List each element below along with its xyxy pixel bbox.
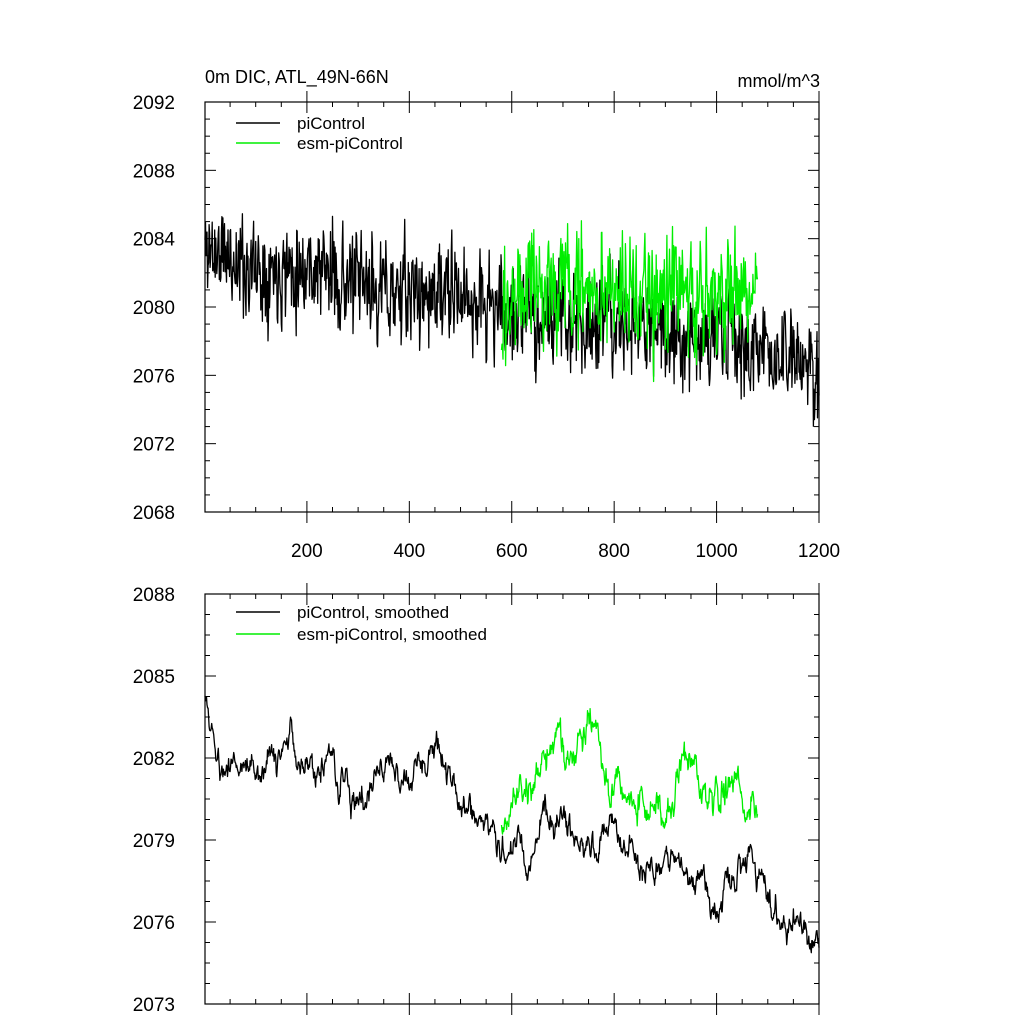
top-chart-units: mmol/m^3	[738, 71, 820, 91]
top-x-tick-label: 800	[598, 541, 630, 562]
top-x-tick-label: 200	[291, 541, 323, 562]
bottom-y-tick-label: 2073	[133, 995, 175, 1016]
top-series-line-esm-picontrol	[500, 220, 759, 383]
top-panel: 0m DIC, ATL_49N-66N mmol/m^3 2068 2072 207…	[133, 67, 840, 562]
top-x-tick-label: 400	[393, 541, 425, 562]
top-legend: piControl esm-piControl	[236, 114, 403, 153]
top-plot-frame	[204, 101, 820, 513]
bottom-y-tick-label: 2085	[133, 667, 175, 688]
bottom-panel: 2073 2076 2079 2082 2085 2088 piControl, smoo…	[133, 583, 820, 1016]
bottom-plot-frame	[204, 593, 820, 1005]
top-y-tick-label: 2072	[133, 435, 175, 456]
top-chart-title: 0m DIC, ATL_49N-66N	[205, 67, 389, 88]
top-plot-lines	[204, 213, 820, 427]
top-y-tick-label: 2092	[133, 93, 175, 114]
bottom-legend-label-picontrol: piControl, smoothed	[297, 603, 449, 622]
bottom-legend: piControl, smoothed esm-piControl, smoot…	[236, 603, 487, 644]
top-y-tick-label: 2084	[133, 230, 176, 251]
bottom-series-line-esm-picontrol	[500, 708, 759, 835]
top-y-tick-label: 2076	[133, 366, 175, 387]
bottom-plot-ticks: 2073 2076 2079 2082 2085 2088	[133, 583, 820, 1016]
top-legend-label-picontrol: piControl	[297, 114, 365, 133]
top-x-tick-label: 1000	[695, 541, 737, 562]
bottom-y-tick-label: 2082	[133, 749, 175, 770]
top-series-line-picontrol	[204, 213, 820, 427]
top-y-tick-label: 2088	[133, 161, 175, 182]
bottom-y-tick-label: 2088	[133, 585, 175, 606]
top-y-tick-label: 2068	[133, 503, 175, 524]
top-y-tick-label: 2080	[133, 298, 175, 319]
bottom-legend-label-esm-picontrol: esm-piControl, smoothed	[297, 625, 487, 644]
bottom-y-tick-label: 2076	[133, 913, 175, 934]
top-x-tick-label: 600	[496, 541, 528, 562]
top-legend-label-esm-picontrol: esm-piControl	[297, 134, 403, 153]
bottom-plot-lines	[204, 695, 820, 954]
bottom-series-line-picontrol	[204, 695, 820, 954]
bottom-y-tick-label: 2079	[133, 831, 175, 852]
top-x-tick-label: 1200	[798, 541, 840, 562]
